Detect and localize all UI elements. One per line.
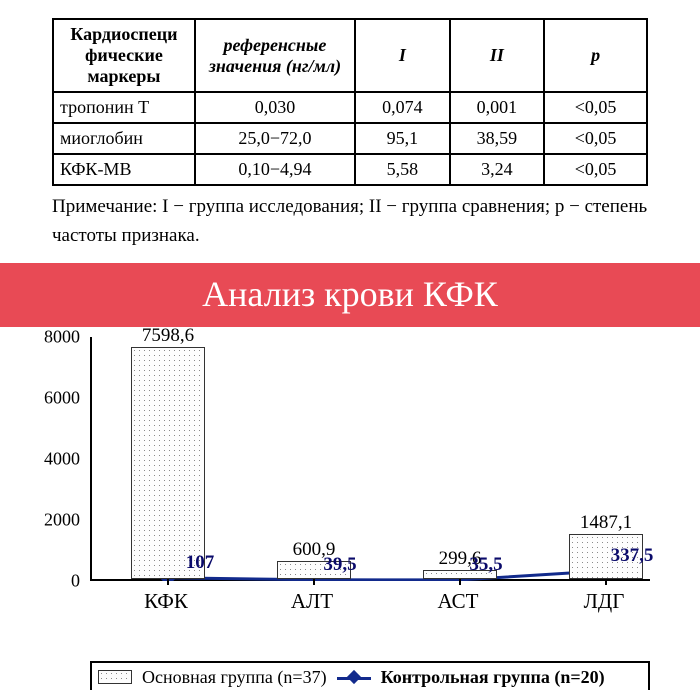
cell-p: <0,05 (544, 154, 647, 185)
x-category-label: КФК (144, 589, 188, 614)
bar-value-label: 1487,1 (580, 512, 632, 534)
cell-g2: 3,24 (450, 154, 545, 185)
legend-swatch-line (337, 670, 371, 684)
legend-swatch-bar (98, 670, 132, 684)
cell-ref: 0,10−4,94 (195, 154, 355, 185)
line-value-label: 337,5 (611, 545, 654, 567)
y-tick-label: 0 (71, 570, 80, 591)
bar (131, 347, 205, 579)
cell-g2: 0,001 (450, 92, 545, 123)
th-g1: I (355, 19, 450, 92)
plot-area: 7598,6600,9299,61487,110739,535,5337,5 (90, 337, 650, 581)
cell-marker: тропонин Т (53, 92, 195, 123)
cell-marker: миоглобин (53, 123, 195, 154)
y-axis: 02000400060008000 (30, 337, 84, 595)
table-footnote: Примечание: I − группа исследования; II … (52, 192, 648, 251)
cell-g1: 95,1 (355, 123, 450, 154)
cell-g1: 0,074 (355, 92, 450, 123)
y-tick-label: 2000 (44, 509, 80, 530)
y-tick-label: 6000 (44, 387, 80, 408)
cell-marker: КФК-МВ (53, 154, 195, 185)
legend-label-main: Основная группа (n=37) (142, 667, 327, 688)
y-tick-label: 8000 (44, 326, 80, 347)
cell-ref: 25,0−72,0 (195, 123, 355, 154)
line-value-label: 35,5 (469, 554, 502, 576)
th-p: p (544, 19, 647, 92)
chart-legend: Основная группа (n=37) Контрольная групп… (90, 661, 650, 690)
x-category-label: АСТ (438, 589, 479, 614)
section-banner: Анализ крови КФК (0, 263, 700, 327)
line-value-label: 107 (186, 552, 215, 574)
x-category-label: АЛТ (291, 589, 333, 614)
cell-ref: 0,030 (195, 92, 355, 123)
x-category-label: ЛДГ (584, 589, 625, 614)
markers-table: Кардиоспеци фические маркеры референсные… (52, 18, 648, 186)
cell-g1: 5,58 (355, 154, 450, 185)
cell-p: <0,05 (544, 123, 647, 154)
chart-kfk: 02000400060008000 7598,6600,9299,61487,1… (30, 337, 670, 657)
y-tick-label: 4000 (44, 448, 80, 469)
legend-label-control: Контрольная группа (n=20) (381, 667, 605, 688)
table-row: миоглобин 25,0−72,0 95,1 38,59 <0,05 (53, 123, 647, 154)
table-row: КФК-МВ 0,10−4,94 5,58 3,24 <0,05 (53, 154, 647, 185)
table-row: тропонин Т 0,030 0,074 0,001 <0,05 (53, 92, 647, 123)
th-ref: референсные значения (нг/мл) (195, 19, 355, 92)
line-value-label: 39,5 (323, 554, 356, 576)
th-g2: II (450, 19, 545, 92)
bar-value-label: 7598,6 (142, 325, 194, 347)
cell-p: <0,05 (544, 92, 647, 123)
th-marker: Кардиоспеци фические маркеры (53, 19, 195, 92)
cell-g2: 38,59 (450, 123, 545, 154)
